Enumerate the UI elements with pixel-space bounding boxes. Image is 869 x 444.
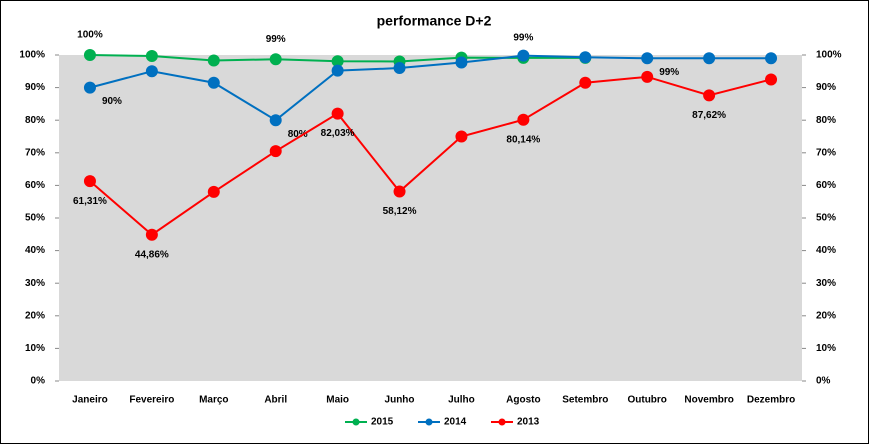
y2-tick-label: 50% [816, 213, 836, 224]
point [455, 56, 468, 69]
point [579, 51, 592, 64]
data-label: 80,14% [506, 134, 540, 145]
point [83, 81, 96, 94]
y2-tick-label: 90% [816, 82, 836, 93]
point [331, 55, 344, 68]
point [703, 89, 716, 102]
y2-tick-label: 60% [816, 180, 836, 191]
x-tick-label: Setembro [562, 395, 608, 406]
x-tick-label: Abril [264, 395, 287, 406]
y2-tick-label: 100% [816, 50, 842, 61]
data-label: 80% [288, 129, 308, 140]
x-tick-label: Fevereiro [129, 395, 174, 406]
point [145, 49, 158, 62]
point [393, 62, 406, 75]
chart-title: performance D+2 [377, 13, 492, 29]
y2-tick-label: 30% [816, 278, 836, 289]
legend-marker [352, 418, 360, 426]
point [765, 52, 778, 65]
point [145, 228, 158, 241]
x-tick-label: Agosto [506, 395, 540, 406]
y-tick-label: 0% [31, 376, 46, 387]
y-tick-label: 90% [25, 82, 45, 93]
x-tick-label: Dezembro [747, 395, 795, 406]
point [393, 185, 406, 198]
data-label: 90% [102, 96, 122, 107]
series-line [89, 54, 772, 122]
point [517, 113, 530, 126]
point [207, 185, 220, 198]
data-label: 100% [77, 30, 103, 41]
y-tick-label: 50% [25, 213, 45, 224]
point [641, 70, 654, 83]
legend-label: 2015 [371, 417, 394, 428]
x-tick-label: Março [199, 395, 228, 406]
legend-marker [425, 418, 433, 426]
point [641, 52, 654, 65]
data-label: 61,31% [73, 196, 107, 207]
x-tick-label: Junho [385, 395, 415, 406]
y2-tick-label: 0% [816, 376, 831, 387]
data-label: 58,12% [383, 206, 417, 217]
x-tick-label: Janeiro [72, 395, 108, 406]
point [207, 54, 220, 67]
point [703, 52, 716, 65]
data-label: 99% [266, 34, 286, 45]
y2-tick-label: 70% [816, 147, 836, 158]
point [579, 76, 592, 89]
y-tick-label: 20% [25, 310, 45, 321]
y-tick-label: 40% [25, 245, 45, 256]
y-tick-label: 30% [25, 278, 45, 289]
y2-tick-label: 20% [816, 310, 836, 321]
y-tick-label: 60% [25, 180, 45, 191]
x-tick-label: Outubro [627, 395, 666, 406]
data-label: 44,86% [135, 249, 169, 260]
x-tick-label: Maio [326, 395, 349, 406]
y-tick-label: 100% [19, 50, 45, 61]
point [83, 49, 96, 61]
legend-label: 2013 [517, 417, 540, 428]
y2-tick-label: 40% [816, 245, 836, 256]
y-tick-label: 10% [25, 343, 45, 354]
plot-area [59, 55, 802, 381]
point [765, 73, 778, 86]
y2-tick-label: 10% [816, 343, 836, 354]
point [269, 114, 282, 127]
point [455, 130, 468, 143]
point [269, 53, 282, 66]
point [269, 145, 282, 158]
point [517, 49, 530, 62]
x-tick-label: Novembro [684, 395, 733, 406]
series-line [89, 75, 772, 237]
legend-marker [498, 418, 506, 426]
data-label: 99% [659, 67, 679, 78]
point [145, 65, 158, 78]
y-tick-label: 70% [25, 147, 45, 158]
data-label: 99% [513, 33, 533, 44]
data-label: 82,03% [321, 128, 355, 139]
point [83, 175, 96, 188]
point [207, 76, 220, 89]
x-tick-label: Julho [448, 395, 475, 406]
point [331, 107, 344, 120]
point [331, 64, 344, 77]
data-label: 87,62% [692, 110, 726, 121]
y2-tick-label: 80% [816, 115, 836, 126]
y-tick-label: 80% [25, 115, 45, 126]
legend-label: 2014 [444, 417, 467, 428]
